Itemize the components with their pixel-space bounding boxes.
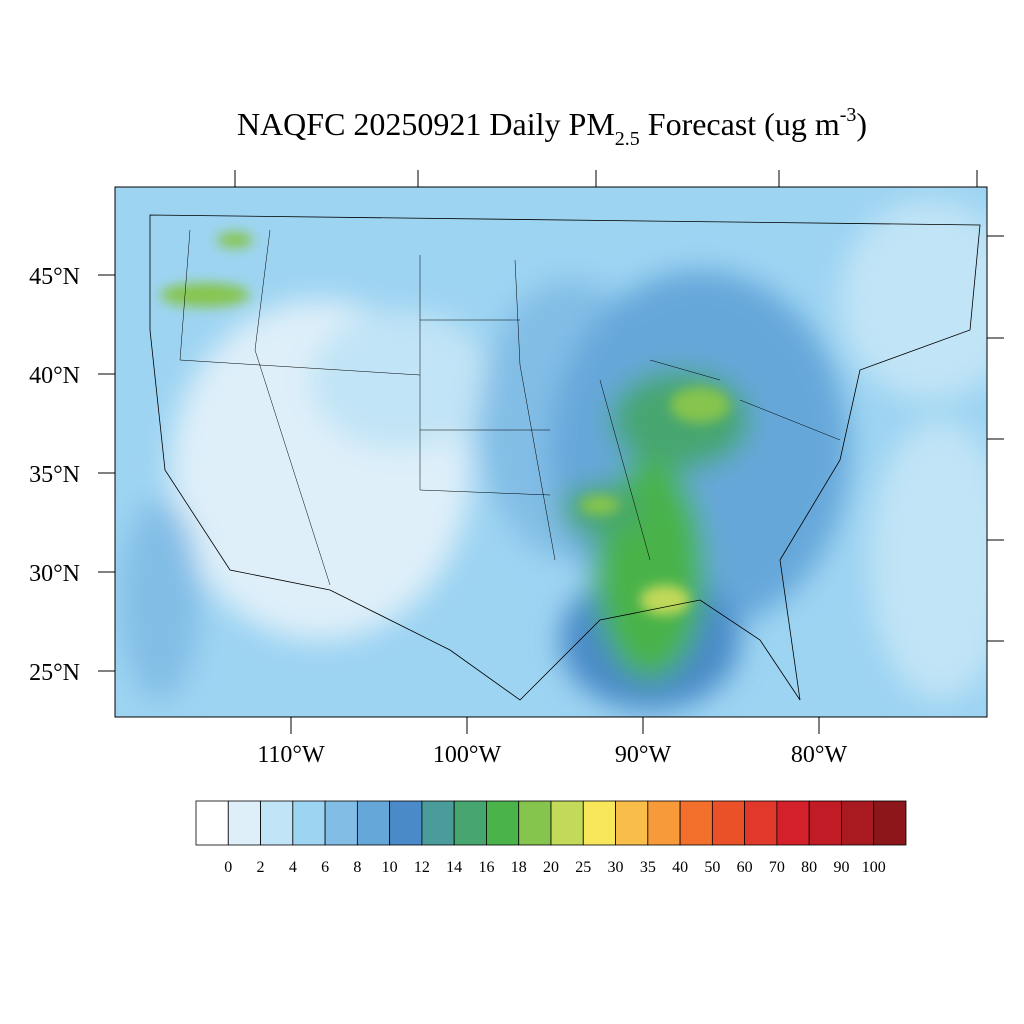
colorbar-label: 20 xyxy=(543,859,559,876)
colorbar-label: 70 xyxy=(769,859,785,876)
colorbar-box xyxy=(518,800,552,846)
colorbar-box xyxy=(679,800,713,846)
colorbar-label: 4 xyxy=(289,859,297,876)
lat-label: 40°N xyxy=(29,363,80,389)
colorbar-label: 14 xyxy=(446,859,462,876)
colorbar-box xyxy=(808,800,842,846)
colorbar-box xyxy=(389,800,423,846)
colorbar-box xyxy=(711,800,746,846)
colorbar-label: 60 xyxy=(737,859,753,876)
colorbar-box xyxy=(195,800,229,846)
frame-ticks xyxy=(234,170,1004,642)
colorbar-box xyxy=(324,800,358,846)
colorbar-label: 80 xyxy=(801,859,817,876)
colorbar-box xyxy=(227,800,261,846)
colorbar-box xyxy=(421,800,455,846)
lon-label: 110°W xyxy=(257,742,325,768)
colorbar-label: 2 xyxy=(257,859,265,876)
map-frame xyxy=(114,186,988,718)
colorbar-box xyxy=(873,800,907,846)
colorbar-box xyxy=(260,800,294,846)
lat-label: 45°N xyxy=(29,264,80,290)
colorbar-box xyxy=(453,800,487,846)
colorbar-box xyxy=(356,800,391,846)
colorbar-label: 0 xyxy=(224,859,232,876)
colorbar-label: 18 xyxy=(511,859,527,876)
lon-label: 80°W xyxy=(791,742,848,768)
colorbar-label: 16 xyxy=(478,859,494,876)
colorbar-label: 90 xyxy=(833,859,849,876)
colorbar-label: 50 xyxy=(704,859,720,876)
colorbar-box xyxy=(292,800,326,846)
colorbar-label: 30 xyxy=(608,859,624,876)
lon-label: 100°W xyxy=(433,742,502,768)
colorbar-label: 6 xyxy=(321,859,329,876)
colorbar-label: 35 xyxy=(640,859,656,876)
colorbar-label: 8 xyxy=(353,859,361,876)
lon-label: 90°W xyxy=(615,742,672,768)
colorbar-label: 40 xyxy=(672,859,688,876)
colorbar-box xyxy=(550,800,584,846)
colorbar-box xyxy=(486,800,520,846)
colorbar-box xyxy=(582,800,616,846)
colorbar-label: 12 xyxy=(414,859,430,876)
colorbar-box xyxy=(647,800,681,846)
colorbar-box xyxy=(776,800,810,846)
colorbar-label: 10 xyxy=(382,859,398,876)
map-field xyxy=(115,187,987,717)
title: NAQFC 20250921 Daily PM2.5 Forecast (ug … xyxy=(237,104,867,150)
colorbar-box xyxy=(615,800,649,846)
colorbar-label: 25 xyxy=(575,859,591,876)
colorbar-label: 100 xyxy=(862,859,886,876)
lat-label: 30°N xyxy=(29,561,80,587)
lat-label: 25°N xyxy=(29,660,80,686)
colorbar-box xyxy=(744,800,778,846)
lat-label: 35°N xyxy=(29,462,80,488)
colorbar-box xyxy=(841,800,875,846)
